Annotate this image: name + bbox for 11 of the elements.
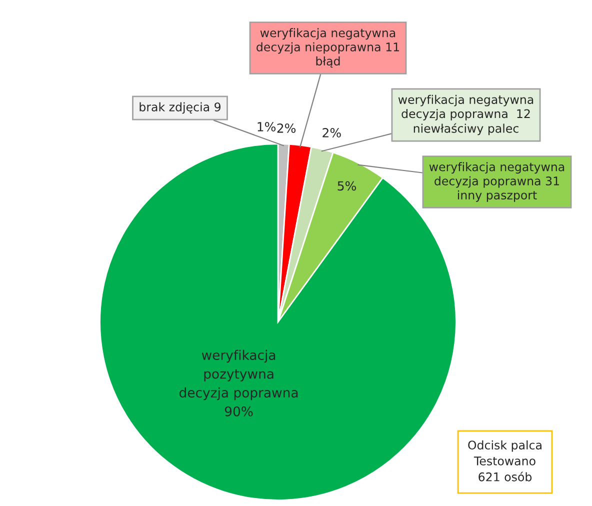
- text: Odcisk palca Testowano 621 osób: [468, 440, 542, 482]
- data-label: 5%: [338, 181, 356, 191]
- slice-label: weryfikacja negatywna decyzja niepoprawna 11 błąd: [256, 28, 399, 68]
- slice-label: weryfikacja pozytywna decyzja poprawna: [180, 350, 298, 400]
- data-label: 90%: [224, 406, 253, 416]
- slice-label: brak zdjęcia 9: [140, 102, 221, 114]
- slice-label: weryfikacja negatywna decyzja poprawna 12 niewłaściwy palec: [398, 94, 534, 136]
- data-label: 2%: [277, 123, 296, 133]
- data-label: 1%: [258, 122, 276, 132]
- slice-label: weryfikacja negatywna decyzja poprawna 31 inny paszport: [429, 162, 564, 202]
- data-label: 2%: [322, 128, 341, 138]
